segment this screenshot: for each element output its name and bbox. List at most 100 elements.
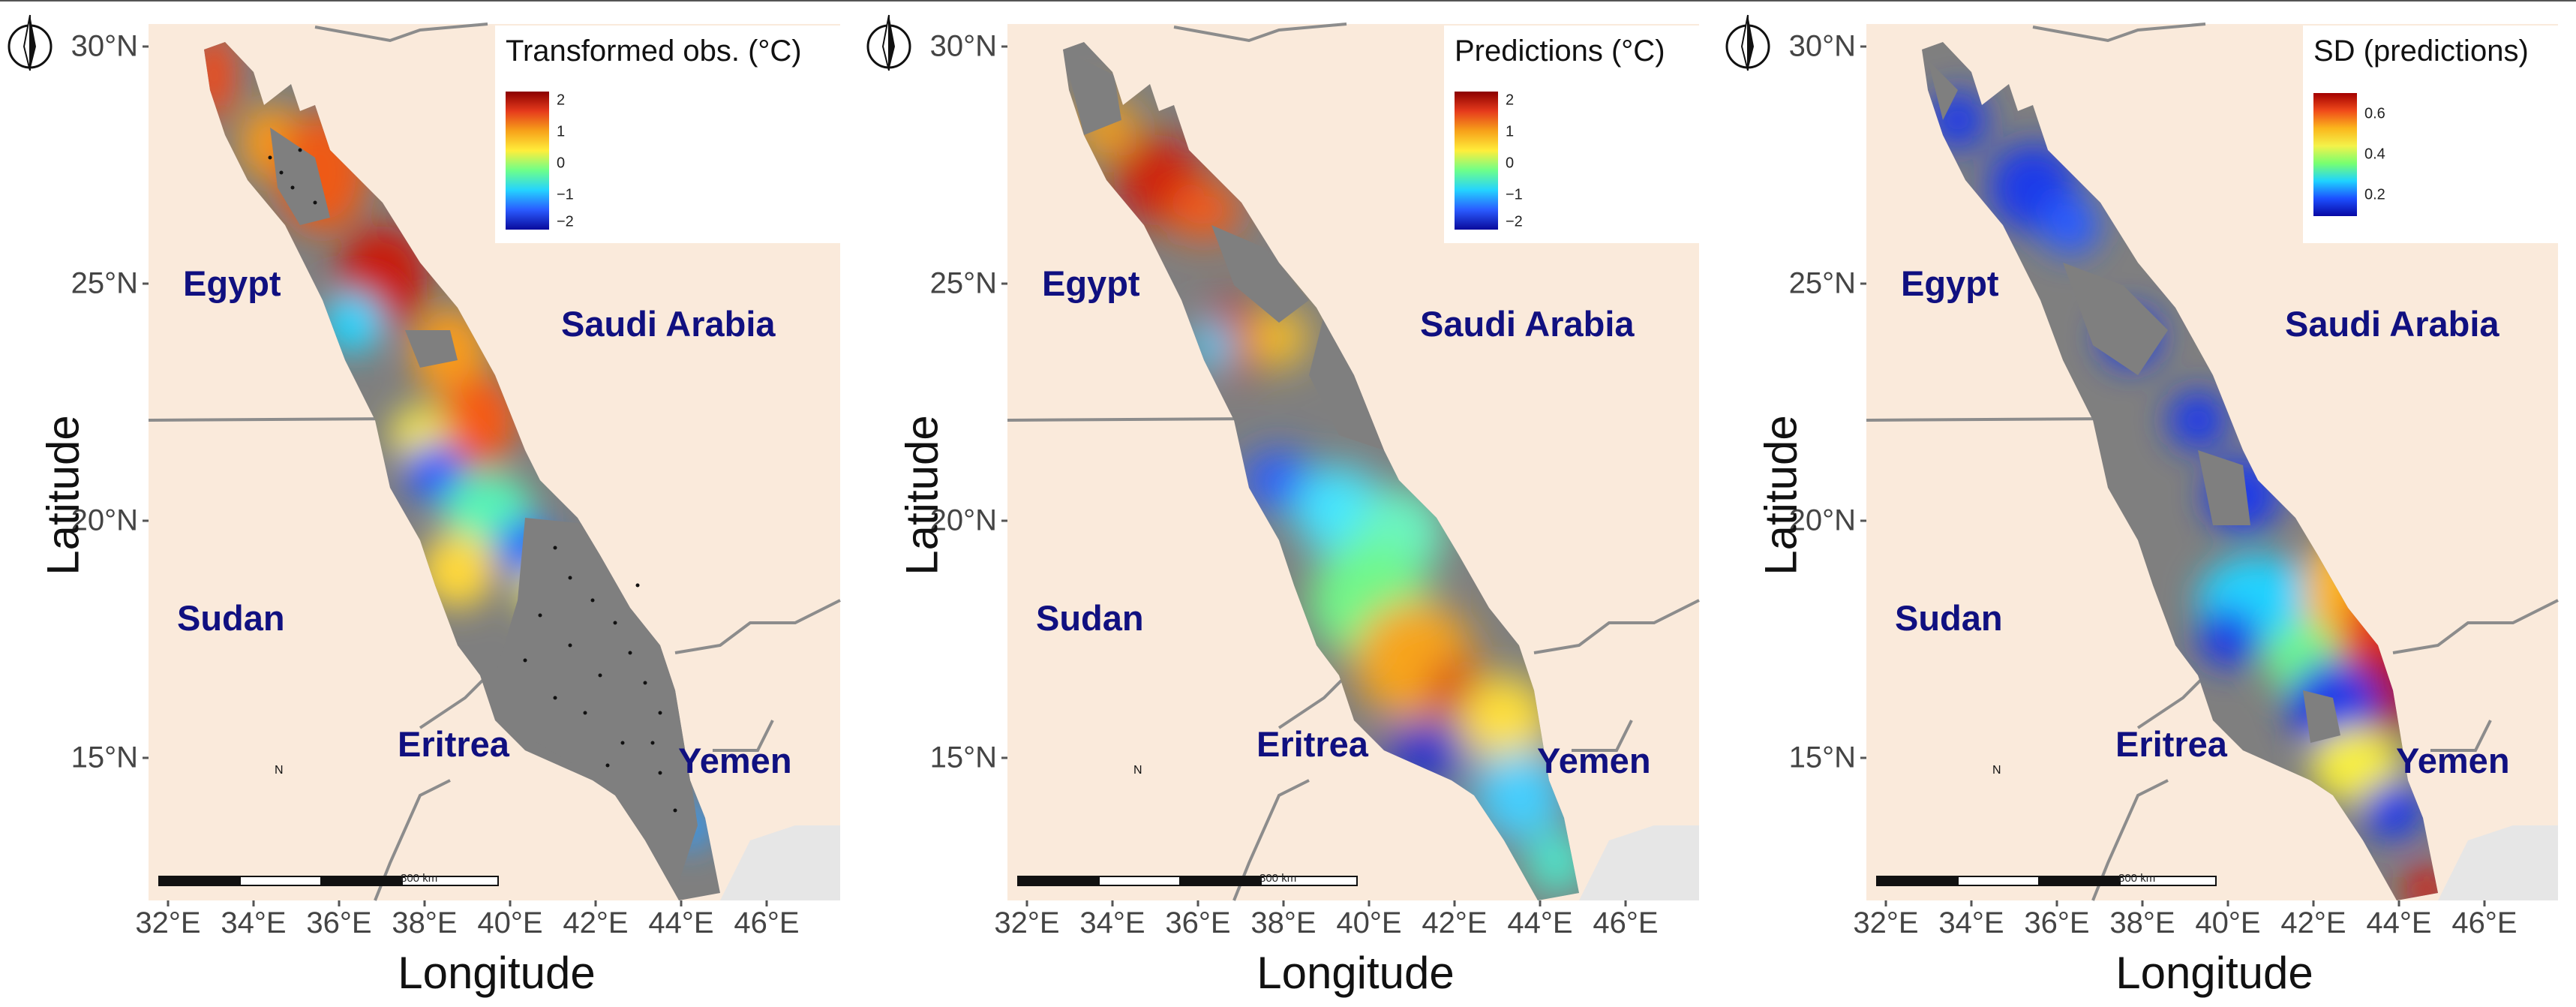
yemen-border (2392, 599, 2559, 654)
lon-tick-38: 38°E (2109, 906, 2175, 939)
lon-tick-42: 42°E (2280, 906, 2346, 939)
yemen-inner-border (713, 720, 774, 752)
tick-marks (1001, 45, 1627, 906)
lon-tick-32: 32°E (1853, 906, 1919, 939)
north-arrow-icon (1725, 14, 1770, 71)
country-label-yemen: Yemen (1537, 741, 1651, 780)
lon-tick-42: 42°E (563, 906, 629, 939)
tick-marks (1860, 45, 2486, 906)
scale-bar (1876, 876, 2217, 886)
temperature-field (204, 42, 713, 848)
lon-tick-42: 42°E (1422, 906, 1488, 939)
lon-tick-40: 40°E (1336, 906, 1402, 939)
yemen-border (674, 599, 841, 654)
north-arrow-label: N (1992, 764, 2001, 777)
lon-tick-34: 34°E (1079, 906, 1145, 939)
country-label-yemen: Yemen (2396, 741, 2510, 780)
legend-tick: −2 (557, 213, 574, 230)
lon-tick-44: 44°E (2366, 906, 2432, 939)
x-axis-label: Longitude (2115, 948, 2313, 998)
gulf-of-aden-area (720, 825, 840, 900)
legend-tick: −1 (1506, 186, 1523, 203)
scale-bar-label: 800 km (1259, 872, 1297, 885)
lon-tick-38: 38°E (1250, 906, 1317, 939)
country-label-eritrea: Eritrea (2115, 724, 2227, 764)
lat-tick-20: 20°N (71, 504, 138, 537)
legend-title: Transformed obs. (°C) (506, 35, 802, 68)
egypt-sudan-border (1007, 416, 1265, 422)
top-divider (0, 0, 2576, 2)
country-label-egypt: Egypt (1042, 263, 1140, 303)
yemen-inner-border (2430, 720, 2492, 752)
country-label-sudan: Sudan (177, 598, 285, 638)
lat-tick-15: 15°N (71, 741, 138, 774)
country-label-egypt: Egypt (1901, 263, 1999, 303)
legend-colorbar (1455, 92, 1498, 230)
country-label-saudi-arabia: Saudi Arabia (2285, 304, 2499, 344)
legend-title: Predictions (°C) (1455, 35, 1665, 68)
north-arrow-icon (866, 14, 911, 71)
lon-tick-38: 38°E (392, 906, 458, 939)
legend-tick: 2 (557, 92, 566, 109)
legend: Predictions (°C) 2 1 0 −1 −2 (1444, 26, 1699, 243)
yemen-border (1533, 599, 1700, 654)
north-arrow-icon (8, 14, 53, 71)
country-label-eritrea: Eritrea (1256, 724, 1368, 764)
lat-tick-30: 30°N (929, 29, 997, 63)
legend: Transformed obs. (°C) 2 1 0 −1 −2 (495, 26, 840, 243)
lat-tick-15: 15°N (929, 741, 997, 774)
country-label-saudi-arabia: Saudi Arabia (561, 304, 776, 344)
lon-tick-44: 44°E (1507, 906, 1573, 939)
gulf-of-aden-area (1579, 825, 1699, 900)
lon-tick-46: 46°E (1593, 906, 1659, 939)
jordan-border (1173, 23, 1347, 43)
legend: SD (predictions) 0.6 0.4 0.2 (2303, 26, 2558, 243)
lon-tick-36: 36°E (306, 906, 372, 939)
lat-tick-30: 30°N (1788, 29, 1856, 63)
lat-tick-25: 25°N (1788, 266, 1856, 300)
scale-bar-label: 800 km (2118, 872, 2156, 885)
legend-tick: 0.6 (2364, 105, 2385, 122)
y-axis-label: Latitude (1755, 415, 1806, 576)
legend-tick: 1 (557, 123, 566, 140)
jordan-border (314, 23, 488, 43)
lat-tick-30: 30°N (71, 29, 138, 63)
scale-bar-label: 800 km (401, 872, 438, 885)
lon-tick-34: 34°E (221, 906, 287, 939)
lat-tick-20: 20°N (929, 504, 997, 537)
lat-tick-25: 25°N (71, 266, 138, 300)
tick-marks (143, 45, 768, 906)
country-label-yemen: Yemen (678, 741, 792, 780)
lon-tick-32: 32°E (994, 906, 1060, 939)
map-panel-observations: N 800 km Egypt Saudi Arabia Sudan Eritre… (0, 0, 858, 1007)
legend-tick: 0 (557, 155, 566, 172)
legend-title: SD (predictions) (2313, 35, 2529, 68)
north-arrow-label: N (275, 764, 284, 777)
country-label-sudan: Sudan (1895, 598, 2003, 638)
legend-tick: −1 (557, 186, 574, 203)
north-arrow-label: N (1133, 764, 1142, 777)
prediction-field (1076, 98, 1579, 893)
gulf-of-aden-area (2438, 825, 2558, 900)
country-label-eritrea: Eritrea (398, 724, 509, 764)
country-label-sudan: Sudan (1036, 598, 1144, 638)
country-label-egypt: Egypt (183, 263, 281, 303)
lon-tick-36: 36°E (2024, 906, 2090, 939)
legend-colorbar (506, 92, 549, 230)
yemen-inner-border (1572, 720, 1633, 752)
map-panel-sd-predictions: N 800 km Egypt Saudi Arabia Sudan Eritre… (1718, 0, 2576, 1007)
lon-tick-36: 36°E (1165, 906, 1231, 939)
scale-bar (1017, 876, 1358, 886)
legend-tick: 0.4 (2364, 146, 2385, 163)
lat-tick-15: 15°N (1788, 741, 1856, 774)
map-panel-predictions: N 800 km Egypt Saudi Arabia Sudan Eritre… (859, 0, 1717, 1007)
legend-colorbar (2313, 93, 2357, 216)
lat-tick-25: 25°N (929, 266, 997, 300)
lon-tick-46: 46°E (734, 906, 800, 939)
y-axis-label: Latitude (896, 415, 947, 576)
lon-tick-40: 40°E (477, 906, 543, 939)
legend-tick: 2 (1506, 92, 1515, 109)
lon-tick-34: 34°E (1938, 906, 2004, 939)
scale-bar (158, 876, 499, 886)
egypt-sudan-border (1866, 416, 2124, 422)
